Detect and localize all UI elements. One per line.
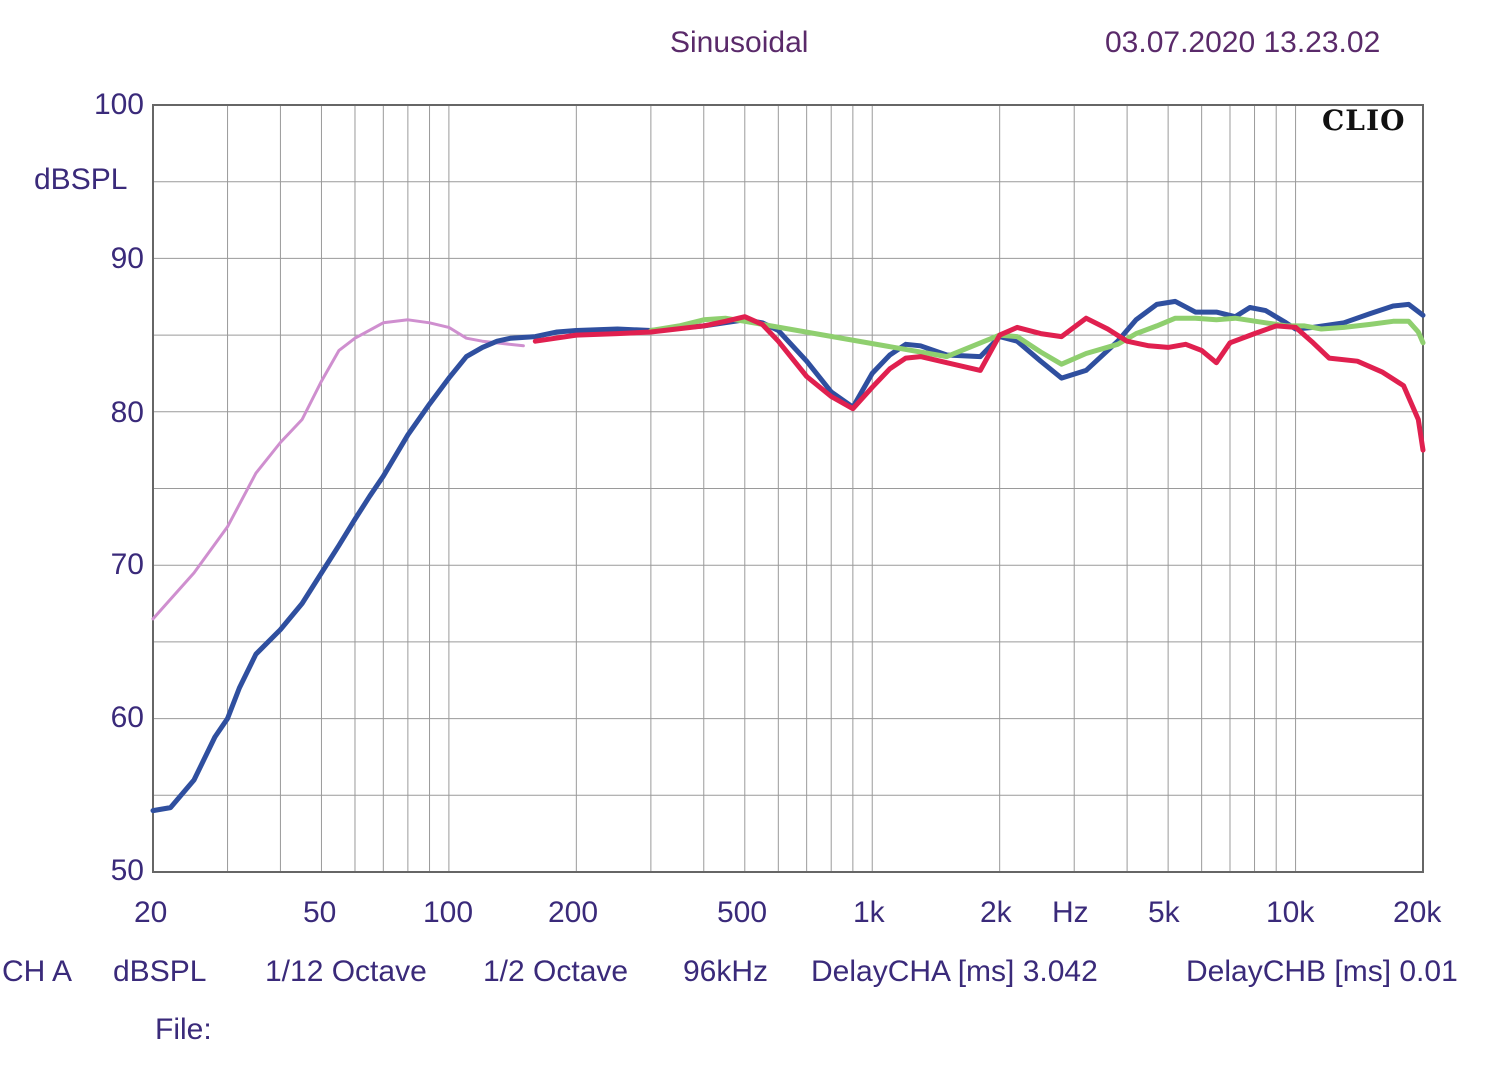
smoothing-label: 1/12 Octave [265,955,427,988]
x-tick-label: 20k [1393,896,1442,929]
x-axis-label: Hz [1052,896,1089,929]
series-line [532,314,1426,453]
channel-label: CH A [2,955,73,988]
x-tick-label: 5k [1148,896,1180,929]
x-tick-label: 100 [423,896,474,929]
x-tick-label: 200 [548,896,599,929]
timestamp: 03.07.2020 13.23.02 [1105,26,1381,59]
delay-cha-label: DelayCHA [ms] 3.042 [811,955,1098,988]
series-line [151,318,525,621]
x-tick-label: 500 [717,896,768,929]
x-tick-label: 50 [303,896,337,929]
delay-chb-label: DelayCHB [ms] 0.01 [1186,955,1458,988]
sample-rate-label: 96kHz [683,955,769,988]
plot-frame [152,104,1424,873]
y-tick-label: 100 [93,88,144,121]
unit-label: dBSPL [113,955,207,988]
x-tick-label: 10k [1266,896,1315,929]
brand-logo: CLIO [1322,104,1406,137]
series-line [648,315,1426,367]
x-tick-label: 1k [853,896,885,929]
x-tick-label: 2k [980,896,1012,929]
y-tick-label: 90 [110,242,144,275]
x-tick-label: 20 [134,896,168,929]
chart-title: Sinusoidal [670,26,809,59]
y-tick-label: 50 [110,854,144,887]
series-line [150,298,1426,814]
file-label: File: [155,1013,212,1046]
y-tick-label: 60 [110,701,144,734]
y-axis-label: dBSPL [34,163,128,196]
resolution-label: 1/2 Octave [483,955,629,988]
y-tick-label: 70 [110,548,144,581]
y-tick-label: 80 [110,396,144,429]
